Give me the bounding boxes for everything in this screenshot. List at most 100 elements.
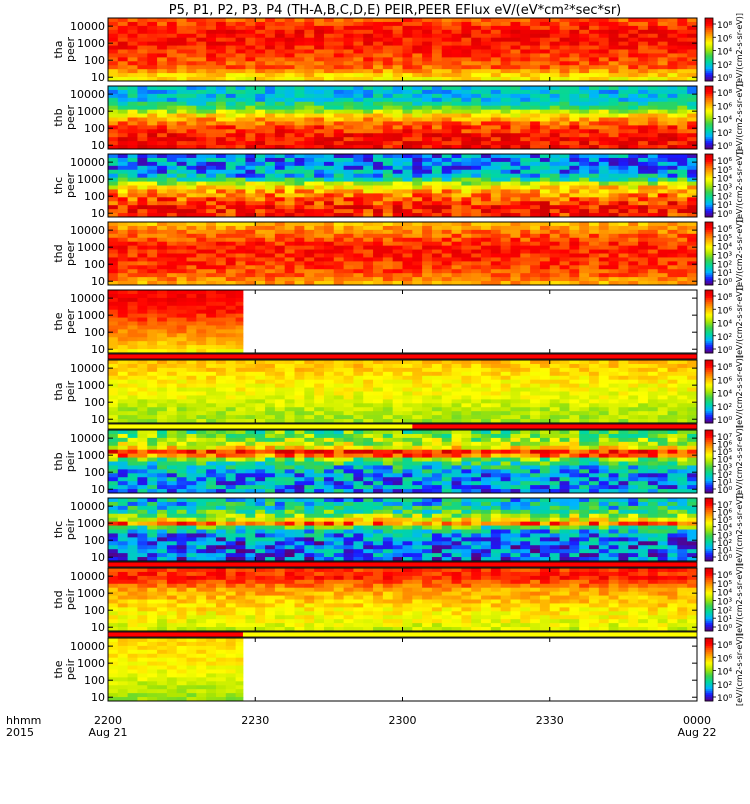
- heatmap-cell: [373, 273, 383, 277]
- heatmap-cell: [187, 290, 197, 294]
- heatmap-cell: [236, 30, 246, 34]
- heatmap-cell: [432, 399, 442, 403]
- heatmap-cell: [255, 242, 265, 246]
- heatmap-cell: [589, 201, 599, 205]
- heatmap-cell: [638, 193, 648, 197]
- heatmap-cell: [236, 209, 246, 213]
- heatmap-cell: [206, 154, 216, 158]
- heatmap-cell: [609, 254, 619, 258]
- heatmap-cell: [226, 310, 236, 314]
- heatmap-cell: [285, 273, 295, 277]
- heatmap-cell: [569, 265, 579, 269]
- heatmap-cell: [589, 125, 599, 129]
- heatmap-cell: [403, 403, 413, 407]
- heatmap-cell: [128, 121, 138, 125]
- heatmap-cell: [403, 205, 413, 209]
- heatmap-cell: [628, 250, 638, 254]
- heatmap-cell: [550, 42, 560, 46]
- heatmap-cell: [206, 73, 216, 77]
- heatmap-cell: [147, 53, 157, 57]
- heatmap-cell: [618, 61, 628, 65]
- heatmap-cell: [344, 38, 354, 42]
- heatmap-cell: [137, 380, 147, 384]
- heatmap-cell: [403, 411, 413, 415]
- heatmap-cell: [226, 141, 236, 145]
- heatmap-cell: [569, 30, 579, 34]
- heatmap-cell: [628, 209, 638, 213]
- heatmap-cell: [324, 230, 334, 234]
- heatmap-cell: [609, 269, 619, 273]
- heatmap-cell: [196, 403, 206, 407]
- heatmap-cell: [393, 257, 403, 261]
- heatmap-cell: [206, 322, 216, 326]
- heatmap-cell: [177, 38, 187, 42]
- heatmap-cell: [383, 50, 393, 54]
- heatmap-cell: [265, 26, 275, 30]
- heatmap-cell: [216, 250, 226, 254]
- heatmap-cell: [157, 30, 167, 34]
- heatmap-cell: [167, 114, 177, 118]
- heatmap-cell: [265, 372, 275, 376]
- heatmap-cell: [412, 392, 422, 396]
- heatmap-cell: [216, 226, 226, 230]
- heatmap-cell: [383, 129, 393, 133]
- heatmap-cell: [167, 50, 177, 54]
- heatmap-cell: [383, 30, 393, 34]
- heatmap-cell: [118, 50, 128, 54]
- heatmap-cell: [216, 265, 226, 269]
- heatmap-cell: [108, 376, 118, 380]
- heatmap-cell: [501, 57, 511, 61]
- heatmap-cell: [236, 277, 246, 281]
- heatmap-cell: [285, 242, 295, 246]
- heatmap-cell: [157, 205, 167, 209]
- heatmap-cell: [452, 22, 462, 26]
- heatmap-cell: [167, 65, 177, 69]
- heatmap-cell: [196, 372, 206, 376]
- heatmap-cell: [216, 209, 226, 213]
- heatmap-cell: [618, 254, 628, 258]
- heatmap-cell: [618, 230, 628, 234]
- heatmap-cell: [255, 209, 265, 213]
- heatmap-cell: [530, 170, 540, 174]
- heatmap-cell: [304, 114, 314, 118]
- heatmap-cell: [167, 226, 177, 230]
- heatmap-cell: [540, 50, 550, 54]
- heatmap-cell: [236, 234, 246, 238]
- heatmap-cell: [334, 273, 344, 277]
- heatmap-cell: [668, 137, 678, 141]
- heatmap-cell: [334, 234, 344, 238]
- heatmap-cell: [481, 197, 491, 201]
- heatmap-cell: [128, 125, 138, 129]
- heatmap-cell: [383, 257, 393, 261]
- heatmap-cell: [344, 360, 354, 364]
- heatmap-cell: [177, 26, 187, 30]
- heatmap-cell: [314, 98, 324, 102]
- heatmap-cell: [137, 182, 147, 186]
- heatmap-cell: [255, 193, 265, 197]
- heatmap-cell: [373, 125, 383, 129]
- heatmap-cell: [432, 137, 442, 141]
- heatmap-cell: [491, 22, 501, 26]
- heatmap-cell: [569, 73, 579, 77]
- heatmap-cell: [560, 30, 570, 34]
- heatmap-cell: [609, 265, 619, 269]
- heatmap-cell: [314, 257, 324, 261]
- heatmap-cell: [187, 306, 197, 310]
- heatmap-cell: [285, 18, 295, 22]
- heatmap-cell: [265, 106, 275, 110]
- heatmap-cell: [363, 110, 373, 114]
- heatmap-cell: [422, 90, 432, 94]
- heatmap-cell: [383, 34, 393, 38]
- heatmap-cell: [461, 166, 471, 170]
- heatmap-cell: [628, 170, 638, 174]
- heatmap-cell: [638, 182, 648, 186]
- heatmap-cell: [442, 114, 452, 118]
- heatmap-cell: [285, 392, 295, 396]
- heatmap-cell: [687, 121, 697, 125]
- heatmap-cell: [668, 234, 678, 238]
- heatmap-cell: [363, 137, 373, 141]
- heatmap-cell: [324, 388, 334, 392]
- heatmap-cell: [569, 125, 579, 129]
- heatmap-cell: [442, 230, 452, 234]
- heatmap-cell: [137, 388, 147, 392]
